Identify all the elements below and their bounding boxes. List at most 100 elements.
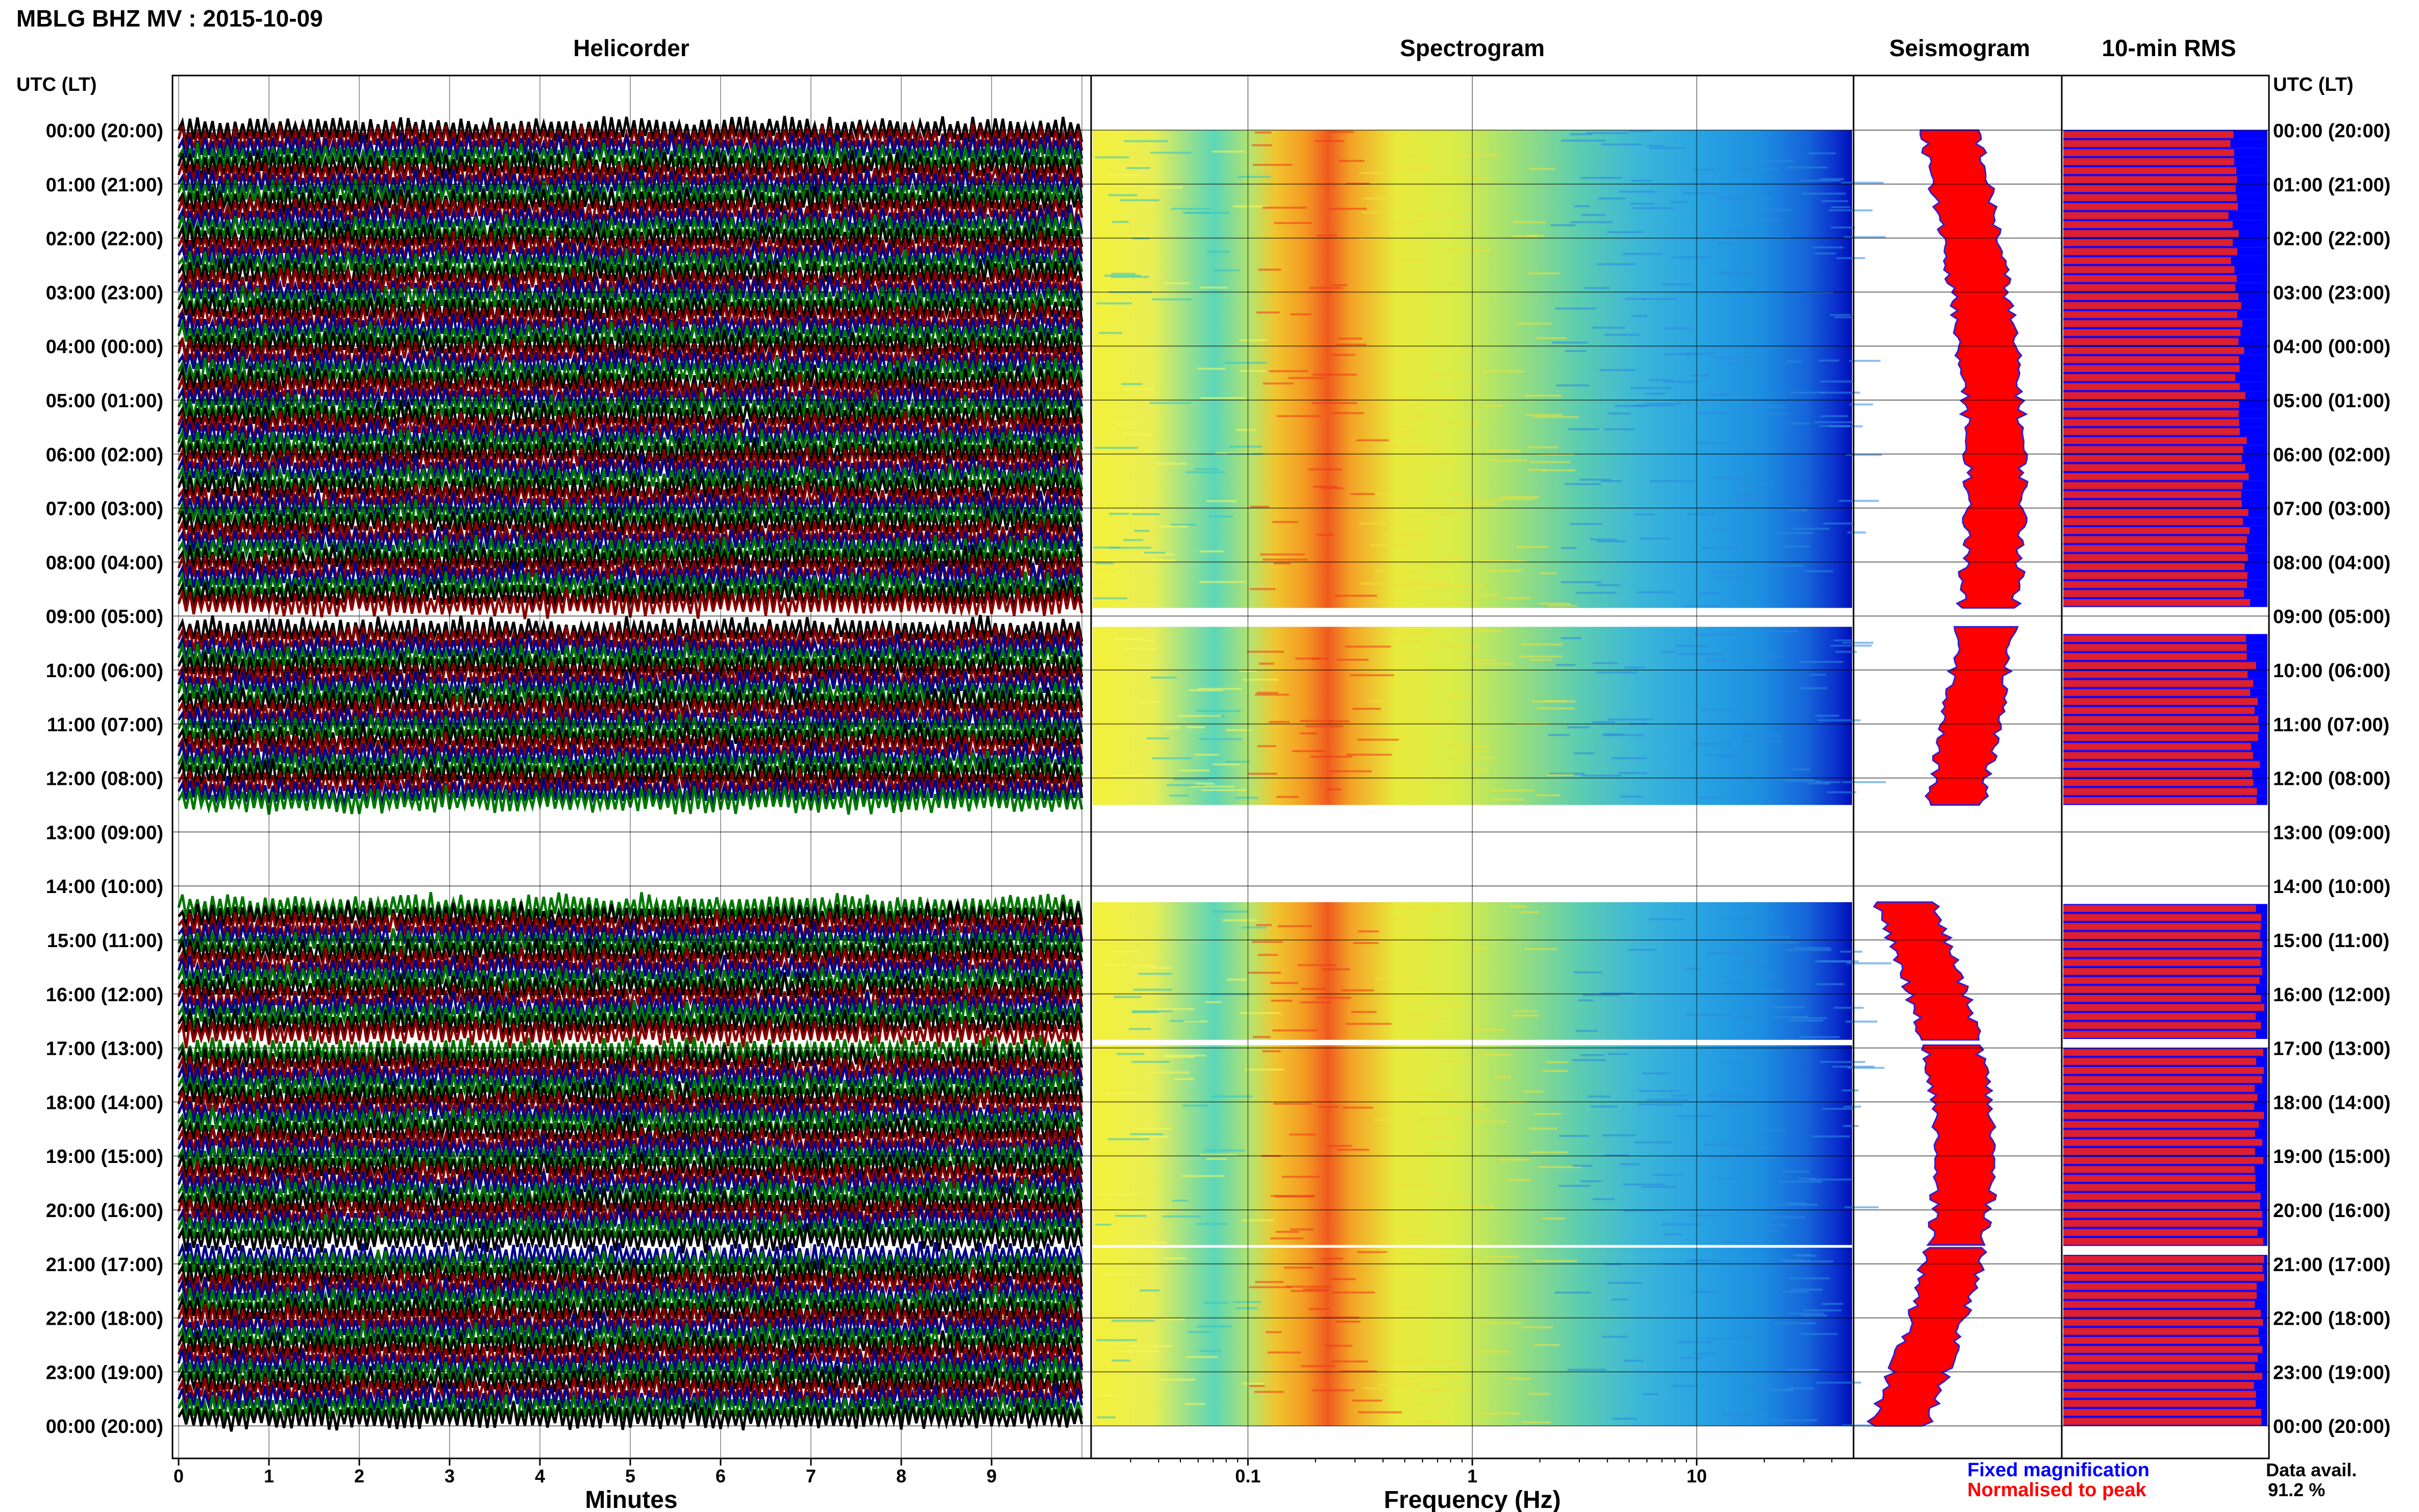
spectrogram-texture xyxy=(1663,381,1699,383)
spectrogram-texture xyxy=(1611,757,1647,759)
spectrogram-texture xyxy=(1843,1125,1859,1127)
spectrogram-texture xyxy=(1188,689,1223,691)
spectrogram-texture xyxy=(1807,782,1831,785)
spectrogram-texture xyxy=(1514,1010,1537,1012)
spectrogram-texture xyxy=(1256,311,1280,314)
spectrogram-texture xyxy=(1783,1291,1809,1293)
spectrogram-texture xyxy=(1394,431,1416,433)
spectrogram-texture xyxy=(1186,1356,1218,1358)
spectrogram-texture xyxy=(1257,954,1278,956)
spectrogram-texture xyxy=(1108,1138,1150,1141)
spectrogram-texture xyxy=(1310,287,1343,289)
spectrogram-texture xyxy=(1212,763,1240,766)
spectrogram-texture xyxy=(1764,936,1790,938)
time-label-left: 13:00 (09:00) xyxy=(46,822,163,844)
spectrogram-texture xyxy=(1124,140,1168,142)
spectrogram-texture xyxy=(1435,423,1478,425)
rms-bar-normalised xyxy=(2063,338,2239,345)
spectrogram-texture xyxy=(1146,186,1182,189)
rms-bar-normalised xyxy=(2063,1193,2261,1200)
spectrogram-texture xyxy=(1398,154,1418,157)
spectrogram-texture xyxy=(1841,182,1884,184)
spectrogram-texture xyxy=(1422,1193,1446,1196)
spectrogram-texture xyxy=(1622,1183,1665,1186)
spectrogram-texture xyxy=(1110,276,1149,278)
spectrogram-texture xyxy=(1418,1121,1435,1123)
spectrogram-texture xyxy=(1353,941,1379,944)
spectrogram-texture xyxy=(1292,750,1325,752)
time-label-left: 18:00 (14:00) xyxy=(46,1092,163,1113)
spectrogram-texture xyxy=(1521,1326,1553,1329)
spectrogram-texture xyxy=(1416,214,1461,217)
spectrogram-texture xyxy=(1156,1008,1195,1010)
spectrogram-texture xyxy=(1709,393,1731,396)
spectrogram-texture xyxy=(1491,459,1527,462)
spectrogram-texture xyxy=(1693,1352,1719,1355)
spectrogram-texture xyxy=(1814,421,1853,424)
spectrogram-texture xyxy=(1108,194,1138,196)
spectrogram-texture xyxy=(1490,789,1535,791)
spectrogram-texture xyxy=(1338,337,1363,340)
spectrogram-texture xyxy=(1346,753,1392,756)
spectrogram-texture xyxy=(1316,534,1334,536)
spectrogram-texture xyxy=(1114,996,1142,998)
spectrogram-texture xyxy=(1222,919,1257,922)
spectrogram-texture xyxy=(1729,499,1760,502)
time-label-right: 19:00 (15:00) xyxy=(2273,1146,2390,1168)
spectrogram-texture xyxy=(1533,416,1579,418)
spectrogram-texture xyxy=(1831,206,1850,209)
rms-bar-normalised xyxy=(2063,1237,2263,1245)
helicorder-x-tick-label: 3 xyxy=(445,1466,455,1486)
rms-bar-normalised xyxy=(2063,194,2237,202)
spectrogram-texture xyxy=(1734,198,1771,201)
spectrogram-texture xyxy=(1769,1216,1805,1219)
spectrogram-texture xyxy=(1154,462,1187,465)
spectrogram-texture xyxy=(1363,197,1400,200)
spectrogram-texture xyxy=(1326,788,1342,790)
spectrogram-texture xyxy=(1692,168,1715,171)
time-label-right: 05:00 (01:00) xyxy=(2273,390,2390,412)
spectrogram-texture xyxy=(1130,1133,1164,1135)
spectrogram-texture xyxy=(1799,1036,1840,1038)
rms-bar-normalised xyxy=(2063,527,2250,534)
spectrogram-texture xyxy=(1538,707,1575,710)
spectrogram-texture xyxy=(1425,462,1454,464)
spectrogram-texture xyxy=(1501,496,1539,499)
spectrogram-texture xyxy=(1199,1350,1222,1352)
spectrogram-texture xyxy=(1565,350,1587,352)
spectrogram-texture xyxy=(1272,1029,1317,1032)
spectrogram-texture xyxy=(1481,1322,1522,1324)
spectrogram-texture xyxy=(1345,646,1391,648)
spectrogram-texture xyxy=(1805,570,1833,573)
spectrogram-texture xyxy=(1675,645,1708,647)
rms-bar-normalised xyxy=(2063,266,2235,274)
rms-bar-normalised xyxy=(2063,1085,2255,1092)
spectrogram-texture xyxy=(1111,774,1144,777)
spectrogram-texture xyxy=(1815,714,1839,717)
spectrogram-texture xyxy=(1328,720,1349,723)
spectrogram-texture xyxy=(1790,1288,1823,1291)
spectrogram-texture xyxy=(1542,1070,1568,1072)
spectrogram-texture xyxy=(1101,290,1131,292)
spectrogram-texture xyxy=(1301,987,1326,990)
spectrogram-texture xyxy=(1300,1001,1331,1004)
spectrogram-texture xyxy=(1410,1014,1434,1017)
spectrogram-texture xyxy=(1270,1237,1304,1240)
time-axis-header-right: UTC (LT) xyxy=(2273,74,2354,95)
spectrogram-texture xyxy=(1182,1104,1208,1107)
spectrogram-texture xyxy=(1331,1291,1375,1294)
spectrogram-texture xyxy=(1159,1378,1196,1381)
spectrogram-texture xyxy=(1592,662,1618,664)
rms-bar-normalised xyxy=(2063,248,2237,255)
spectrogram-texture xyxy=(1331,412,1364,414)
spectrogram-texture xyxy=(1430,602,1475,604)
rms-bar-normalised xyxy=(2063,284,2235,291)
spectrogram-texture xyxy=(1196,1223,1228,1225)
spectrogram-texture xyxy=(1559,1135,1589,1137)
spectrogram-texture xyxy=(1800,1333,1838,1335)
spectrogram-texture xyxy=(1139,1135,1170,1138)
spectrogram-texture xyxy=(1529,461,1570,463)
spectrogram-texture xyxy=(1836,257,1865,259)
spectrogram-texture xyxy=(1624,666,1645,669)
spectrogram-texture xyxy=(1788,1277,1830,1280)
